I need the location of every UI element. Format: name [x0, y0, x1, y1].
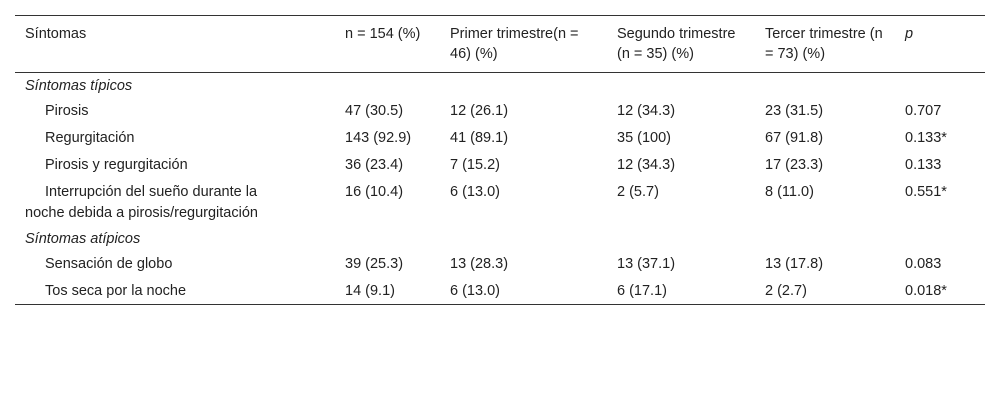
- second-trimester-cell: 12 (34.3): [617, 103, 676, 119]
- header-second-trimester: Segundo trimestre (n = 35) (%): [617, 26, 736, 62]
- table-row: Regurgitación 143 (92.9) 41 (89.1) 35 (1…: [15, 124, 985, 151]
- symptoms-table: Síntomas n = 154 (%) Primer trimestre(n …: [15, 15, 985, 305]
- symptom-cell: Regurgitación: [45, 130, 135, 146]
- p-value-cell: 0.707: [905, 103, 942, 119]
- header-n-total: n = 154 (%): [345, 26, 421, 42]
- table-row: Pirosis 47 (30.5) 12 (26.1) 12 (34.3) 23…: [15, 97, 985, 124]
- n-total-cell: 14 (9.1): [345, 283, 395, 299]
- p-value-cell: 0.083: [905, 256, 942, 272]
- second-trimester-cell: 13 (37.1): [617, 256, 676, 272]
- third-trimester-cell: 17 (23.3): [765, 157, 824, 173]
- section-row-atypical: Síntomas atípicos: [15, 226, 985, 250]
- p-value-cell: 0.133*: [905, 130, 947, 146]
- second-trimester-cell: 6 (17.1): [617, 283, 667, 299]
- symptom-cell: Pirosis y regurgitación: [45, 157, 188, 173]
- n-total-cell: 16 (10.4): [345, 184, 404, 200]
- table-row: Pirosis y regurgitación 36 (23.4) 7 (15.…: [15, 151, 985, 178]
- first-trimester-cell: 6 (13.0): [450, 184, 500, 200]
- header-row: Síntomas n = 154 (%) Primer trimestre(n …: [15, 15, 985, 73]
- section-label-typical: Síntomas típicos: [25, 78, 133, 94]
- first-trimester-cell: 7 (15.2): [450, 157, 500, 173]
- header-first-trimester: Primer trimestre(n = 46) (%): [450, 26, 579, 62]
- symptom-line-2: noche debida a pirosis/regurgitación: [25, 205, 258, 221]
- n-total-cell: 143 (92.9): [345, 130, 412, 146]
- table-row: Tos seca por la noche 14 (9.1) 6 (13.0) …: [15, 277, 985, 305]
- symptom-cell: Pirosis: [45, 103, 89, 119]
- n-total-cell: 47 (30.5): [345, 103, 404, 119]
- header-p-value: p: [905, 26, 914, 42]
- header-symptoms: Síntomas: [25, 26, 87, 42]
- first-trimester-cell: 12 (26.1): [450, 103, 509, 119]
- n-total-cell: 39 (25.3): [345, 256, 404, 272]
- symptom-cell: Tos seca por la noche: [45, 283, 187, 299]
- first-trimester-cell: 41 (89.1): [450, 130, 509, 146]
- third-trimester-cell: 2 (2.7): [765, 283, 807, 299]
- symptom-cell: Interrupción del sueño durante la noche …: [15, 178, 335, 226]
- third-trimester-cell: 23 (31.5): [765, 103, 824, 119]
- third-trimester-cell: 13 (17.8): [765, 256, 824, 272]
- second-trimester-cell: 12 (34.3): [617, 157, 676, 173]
- third-trimester-cell: 67 (91.8): [765, 130, 824, 146]
- first-trimester-cell: 6 (13.0): [450, 283, 500, 299]
- section-label-atypical: Síntomas atípicos: [25, 231, 141, 247]
- symptoms-table-container: Síntomas n = 154 (%) Primer trimestre(n …: [15, 15, 985, 305]
- header-third-trimester: Tercer trimestre (n = 73) (%): [765, 26, 883, 62]
- n-total-cell: 36 (23.4): [345, 157, 404, 173]
- symptom-line-1: Interrupción del sueño durante la: [45, 184, 258, 200]
- table-row: Interrupción del sueño durante la noche …: [15, 178, 985, 226]
- table-row: Sensación de globo 39 (25.3) 13 (28.3) 1…: [15, 250, 985, 277]
- second-trimester-cell: 35 (100): [617, 130, 672, 146]
- p-value-cell: 0.133: [905, 157, 942, 173]
- section-row-typical: Síntomas típicos: [15, 73, 985, 98]
- p-value-cell: 0.018*: [905, 283, 947, 299]
- first-trimester-cell: 13 (28.3): [450, 256, 509, 272]
- p-value-cell: 0.551*: [905, 184, 947, 200]
- second-trimester-cell: 2 (5.7): [617, 184, 659, 200]
- symptom-cell: Sensación de globo: [45, 256, 173, 272]
- third-trimester-cell: 8 (11.0): [765, 184, 814, 200]
